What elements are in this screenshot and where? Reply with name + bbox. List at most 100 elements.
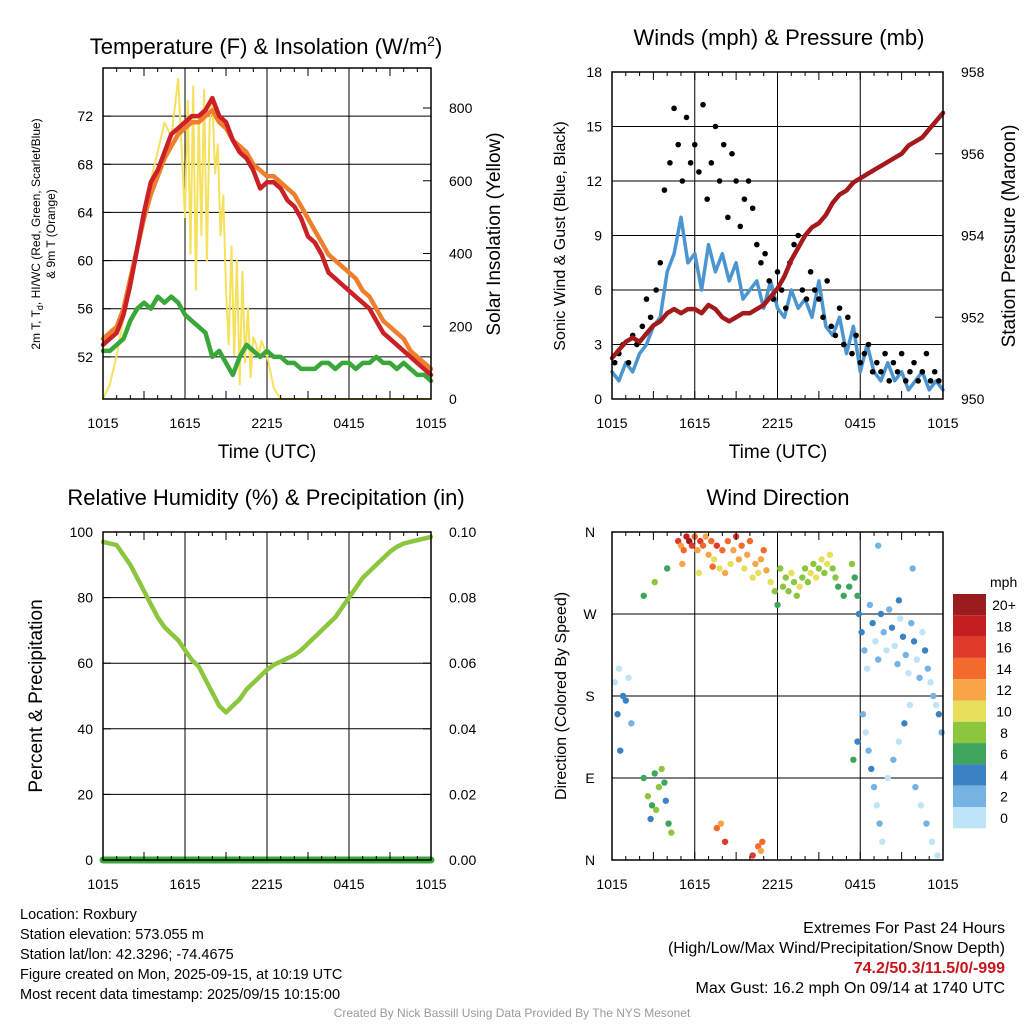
direction-tick-label: S: [585, 688, 594, 704]
temperature-y-left-label-line2: & 9m T (Orange): [44, 189, 58, 279]
recent-timestamp: Most recent data timestamp: 2025/09/15 1…: [20, 987, 341, 1003]
y-right-tick-label: 0.00: [449, 852, 476, 868]
direction-point: [855, 610, 863, 618]
direction-point: [897, 615, 904, 622]
legend-label: 18: [996, 618, 1012, 634]
gust-point: [890, 359, 897, 366]
x-tick-label: 2215: [251, 415, 282, 431]
gust-point: [882, 350, 888, 357]
direction-point: [651, 770, 658, 777]
y-right-tick-label: 952: [961, 309, 985, 325]
direction-point: [905, 670, 912, 677]
y-right-tick-label: 0.04: [449, 721, 476, 737]
direction-point: [859, 711, 867, 718]
legend-swatch: [953, 679, 986, 701]
direction-point: [846, 583, 853, 590]
legend-swatch: [953, 657, 986, 680]
direction-point: [665, 820, 672, 827]
gust-point: [774, 269, 781, 275]
x-tick-label: 0415: [845, 415, 876, 431]
direction-point: [738, 542, 745, 549]
direction-point: [716, 565, 723, 572]
station-location: Location: Roxbury: [20, 907, 137, 923]
direction-point: [717, 820, 725, 827]
direction-point: [679, 560, 686, 568]
direction-point: [807, 569, 814, 577]
gust-point: [733, 178, 739, 184]
direction-point: [719, 547, 726, 554]
direction-point: [790, 578, 798, 586]
temperature-panel: Temperature (F) & Insolation (W/m2) 1015…: [29, 33, 505, 463]
gust-point: [795, 232, 801, 239]
direction-point: [611, 679, 618, 686]
direction-point: [873, 802, 880, 809]
direction-point: [724, 537, 732, 545]
y-right-tick-label: 0: [449, 391, 457, 407]
station-pressure-line: [609, 110, 946, 361]
x-tick-label: 0415: [845, 876, 876, 892]
y-left-tick-label: 12: [586, 173, 602, 189]
humidity-y-left-label: Percent & Precipitation: [26, 599, 47, 792]
direction-point: [709, 563, 716, 570]
gust-point: [720, 141, 727, 148]
legend-swatch: [953, 700, 986, 722]
direction-point: [923, 820, 930, 827]
temperature-x-label: Time (UTC): [218, 442, 317, 463]
legend-swatch: [953, 721, 986, 744]
temperature-y-right-label: Solar Insolation (Yellow): [484, 132, 505, 335]
gust-point: [745, 178, 752, 184]
gust-point: [919, 368, 926, 375]
gust-point: [653, 287, 659, 293]
gust-point: [691, 141, 698, 148]
gust-point: [836, 305, 843, 311]
direction-point: [815, 565, 823, 572]
direction-point: [901, 720, 908, 727]
direction-point: [777, 565, 784, 572]
x-tick-label: 1615: [679, 415, 710, 431]
direction-point: [874, 656, 882, 663]
humidity-panel-title: Relative Humidity (%) & Precipitation (i…: [67, 485, 464, 510]
legend-swatch: [953, 807, 986, 829]
gust-point: [758, 259, 764, 266]
direction-point: [796, 583, 803, 590]
direction-point: [663, 565, 671, 572]
extremes-subheading: (High/Low/Max Wind/Precipitation/Snow De…: [667, 940, 1005, 957]
x-tick-label: 1015: [415, 415, 446, 431]
direction-point: [658, 765, 665, 773]
temperature-y-left-label-line1: 2m T, Td, HI/WC (Red, Green, Scarlet/Blu…: [29, 118, 45, 349]
direction-point: [877, 610, 885, 618]
direction-tick-label: N: [585, 852, 595, 868]
direction-point: [668, 829, 675, 836]
gust-point: [911, 359, 917, 366]
direction-point: [763, 567, 770, 574]
direction-point: [927, 679, 934, 686]
direction-point: [688, 542, 696, 549]
legend-label: 12: [996, 682, 1012, 698]
winds-y-right-label: Station Pressure (Maroon): [999, 125, 1020, 348]
winds-x-label: Time (UTC): [729, 442, 828, 463]
direction-point: [695, 569, 703, 577]
legend-swatch: [953, 636, 986, 658]
gust-point: [741, 196, 748, 202]
direction-point: [834, 583, 842, 590]
y-right-tick-label: 958: [961, 64, 985, 80]
direction-point: [749, 574, 756, 581]
direction-point: [826, 551, 834, 558]
x-tick-label: 1615: [679, 876, 710, 892]
direction-point: [705, 551, 712, 558]
gust-point: [687, 160, 694, 166]
max-gust: Max Gust: 16.2 mph On 09/14 at 1740 UTC: [695, 980, 1006, 997]
direction-point: [886, 606, 893, 613]
direction-point: [848, 560, 856, 568]
legend-swatch: [953, 764, 986, 786]
relative-humidity-line: [100, 534, 434, 715]
y-right-tick-label: 0.08: [449, 590, 476, 606]
direction-point: [713, 542, 721, 549]
direction-point: [713, 824, 721, 832]
y-left-tick-label: 68: [77, 156, 93, 172]
gust-point: [869, 368, 876, 375]
gust-point: [811, 287, 818, 293]
gust-point: [898, 350, 905, 357]
direction-point: [617, 747, 624, 754]
direction-point: [928, 838, 936, 845]
